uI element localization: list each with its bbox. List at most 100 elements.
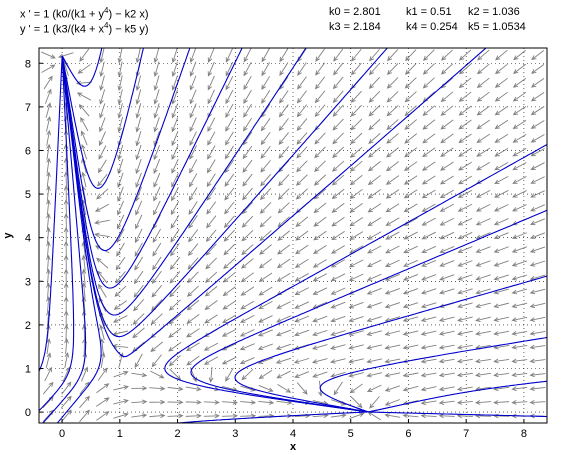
direction-arrow — [81, 254, 87, 271]
direction-arrow — [476, 63, 490, 75]
direction-arrow — [312, 329, 328, 337]
direction-arrow — [313, 174, 327, 186]
direction-arrow — [420, 344, 437, 350]
direction-arrow — [94, 219, 110, 225]
direction-arrow — [78, 103, 90, 117]
direction-arrow — [206, 187, 216, 201]
direction-arrow — [135, 103, 142, 119]
direction-arrow — [368, 104, 381, 117]
direction-arrow — [171, 173, 179, 188]
direction-arrow — [384, 330, 401, 336]
direction-arrow — [63, 324, 69, 341]
direction-arrow — [456, 400, 473, 405]
x-tick-label: 2 — [174, 428, 180, 440]
direction-arrow — [493, 302, 510, 309]
direction-arrow — [41, 51, 56, 59]
x-tick-label: 3 — [232, 428, 238, 440]
direction-arrow — [529, 288, 546, 295]
direction-arrow — [171, 131, 179, 147]
direction-arrow — [63, 310, 69, 327]
direction-arrow — [386, 63, 399, 76]
direction-arrow — [224, 201, 235, 215]
direction-arrow — [258, 315, 273, 323]
direction-arrow — [348, 330, 364, 336]
direction-arrow — [512, 105, 527, 116]
direction-arrow — [530, 176, 545, 184]
direction-arrow — [79, 48, 90, 62]
direction-arrow — [152, 228, 162, 243]
direction-arrow — [349, 412, 365, 420]
direction-arrow — [368, 146, 381, 158]
direction-arrow — [458, 161, 472, 171]
direction-arrow — [420, 316, 437, 323]
direction-arrow — [404, 105, 417, 117]
direction-arrow — [152, 256, 162, 271]
direction-arrow — [475, 260, 491, 267]
direction-arrow — [135, 117, 142, 133]
direction-arrow — [221, 356, 237, 365]
direction-arrow — [404, 63, 417, 75]
direction-arrow — [260, 131, 271, 146]
direction-arrow — [349, 160, 363, 172]
direction-arrow — [221, 328, 237, 337]
direction-arrow — [493, 400, 510, 405]
direction-arrow — [225, 131, 234, 146]
direction-arrow — [240, 400, 257, 405]
direction-arrow — [529, 358, 546, 364]
direction-arrow — [204, 285, 218, 297]
direction-arrow — [223, 257, 236, 269]
direction-arrow — [385, 245, 400, 254]
direction-arrow — [134, 256, 144, 271]
direction-arrow — [493, 218, 509, 226]
direction-arrow — [187, 271, 199, 284]
direction-arrow — [440, 77, 454, 89]
direction-arrow — [169, 271, 181, 284]
direction-arrow — [441, 49, 453, 61]
direction-arrow — [386, 147, 399, 158]
direction-field — [41, 47, 546, 423]
direction-arrow — [366, 273, 382, 281]
direction-arrow — [294, 287, 309, 295]
direction-arrow — [458, 91, 472, 102]
direction-arrow — [243, 117, 253, 132]
direction-arrow — [100, 352, 106, 368]
direction-arrow — [330, 344, 346, 350]
direction-arrow — [168, 327, 182, 338]
direction-arrow — [439, 231, 455, 240]
direction-arrow — [476, 105, 490, 116]
direction-arrow — [384, 385, 401, 392]
direction-arrow — [243, 48, 252, 63]
direction-arrow — [457, 232, 473, 240]
direction-arrow — [421, 175, 436, 185]
direction-arrow — [117, 144, 124, 161]
direction-arrow — [332, 146, 345, 159]
direction-arrow — [493, 330, 510, 336]
direction-arrow — [153, 144, 160, 161]
direction-arrow — [117, 186, 124, 202]
direction-arrow — [153, 61, 160, 78]
direction-arrow — [314, 132, 326, 145]
direction-arrow — [257, 343, 273, 351]
direction-arrow — [439, 274, 455, 281]
direction-arrow — [385, 217, 400, 226]
direction-arrow — [225, 117, 234, 132]
direction-arrow — [133, 299, 145, 312]
direction-arrow — [438, 372, 455, 378]
direction-arrow — [475, 330, 491, 336]
direction-arrow — [312, 315, 328, 323]
x-tick-label: 7 — [463, 428, 469, 440]
direction-arrow — [530, 92, 545, 102]
param-k5: k5 = 1.0534 — [468, 21, 526, 33]
direction-arrow — [225, 89, 234, 105]
direction-arrow — [258, 369, 273, 380]
direction-arrow — [153, 47, 160, 64]
direction-arrow — [368, 90, 381, 103]
direction-arrow — [259, 230, 272, 242]
direction-arrow — [349, 383, 363, 394]
direction-arrow — [420, 372, 437, 378]
direction-arrow — [185, 399, 202, 405]
direction-arrow — [170, 200, 180, 216]
direction-arrow — [278, 104, 289, 118]
direction-arrow — [81, 366, 88, 382]
direction-arrow — [348, 344, 364, 350]
